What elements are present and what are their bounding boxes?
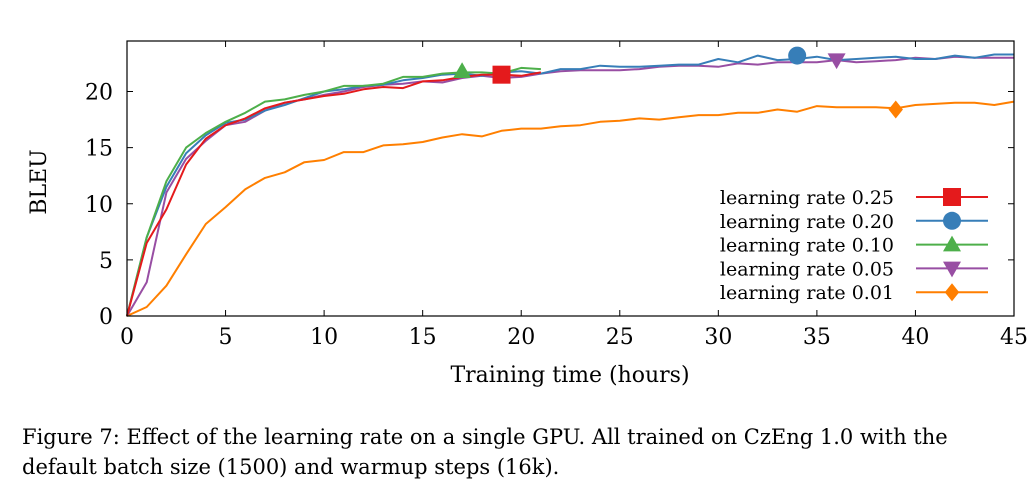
x-tick-label: 40	[901, 325, 929, 350]
y-tick-label: 10	[85, 193, 113, 218]
legend-label-lr-001: learning rate 0.01	[720, 282, 894, 304]
x-tick-label: 10	[310, 325, 338, 350]
x-tick-label: 15	[409, 325, 437, 350]
bleu-line-chart: 0 5 10 15 20 25 30 35 40 45 0 5 10 15 20 learning rate…	[27, 40, 1028, 388]
series-line-lr-001	[126, 100, 1015, 317]
series-line-lr-010	[126, 66, 541, 317]
x-tick-label: 45	[1000, 325, 1028, 350]
series-marker-lr-010	[453, 62, 472, 79]
series-line-lr-025	[126, 71, 542, 317]
legend-marker-lr-010	[943, 235, 961, 252]
legend-label-lr-005: learning rate 0.05	[720, 258, 894, 280]
series-marker-lr-025	[492, 65, 511, 84]
legend-marker-lr-001	[944, 283, 960, 302]
x-tick-label: 30	[704, 325, 732, 350]
y-tick-label: 15	[85, 137, 113, 162]
series-marker-lr-005	[827, 53, 846, 70]
x-tick-label: 5	[219, 325, 233, 350]
figure-caption: Figure 7: Effect of the learning rate on…	[22, 425, 948, 479]
legend-marker-lr-025	[943, 188, 961, 206]
y-tick-label: 5	[99, 249, 113, 274]
legend-marker-lr-020	[943, 211, 961, 230]
series-marker-lr-001	[888, 100, 903, 119]
x-tick-label: 35	[803, 325, 831, 350]
plot-frame	[126, 40, 1015, 317]
legend-marker-lr-005	[943, 261, 961, 278]
x-axis-label: Training time (hours)	[450, 363, 689, 388]
figure: 0 5 10 15 20 25 30 35 40 45 0 5 10 15 20 learning rate…	[27, 40, 1028, 388]
series-marker-lr-020	[788, 46, 807, 65]
axes: 0 5 10 15 20 25 30 35 40 45 0 5 10 15 20	[85, 40, 1028, 350]
y-tick-label: 20	[85, 81, 113, 106]
legend-label-lr-010: learning rate 0.10	[720, 235, 894, 257]
legend-label-lr-020: learning rate 0.20	[720, 211, 894, 233]
series-line-lr-020	[126, 53, 1014, 317]
y-axis-label: BLEU	[27, 149, 52, 214]
x-tick-label: 20	[507, 325, 535, 350]
legend-label-lr-025: learning rate 0.25	[720, 187, 894, 209]
y-tick-label: 0	[99, 305, 113, 330]
x-tick-label: 0	[120, 325, 134, 350]
plot-area	[126, 46, 1015, 317]
series-line-lr-005	[126, 55, 1014, 317]
x-tick-label: 25	[606, 325, 634, 350]
